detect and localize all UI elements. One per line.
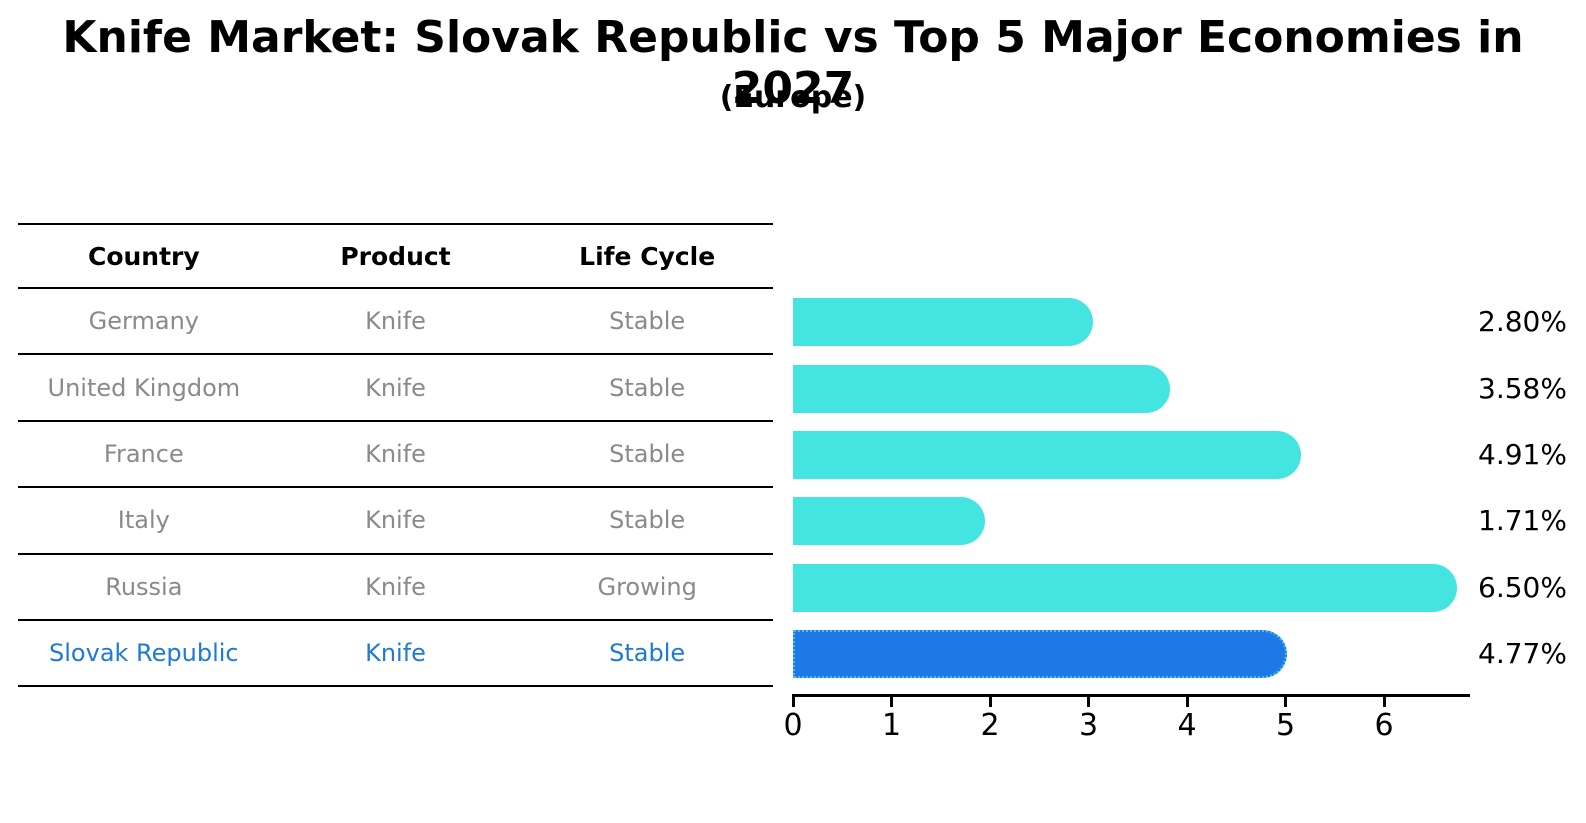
x-tick-label-2: 2 bbox=[980, 708, 1000, 743]
x-axis-tick bbox=[1087, 697, 1090, 707]
x-tick-label-6: 6 bbox=[1374, 708, 1394, 743]
cell-life-cycle: Stable bbox=[609, 506, 686, 535]
x-tick-label-4: 4 bbox=[1177, 708, 1197, 743]
x-axis-tick bbox=[988, 697, 992, 707]
bar-france bbox=[793, 431, 1301, 479]
cell-product: Knife bbox=[365, 307, 426, 336]
bar-united-kingdom bbox=[793, 364, 1170, 413]
cell-product: Knife bbox=[365, 439, 426, 468]
cell-product: Knife bbox=[365, 373, 426, 402]
value-label-russia: 6.50% bbox=[1478, 570, 1567, 604]
cell-life-cycle: Stable bbox=[609, 373, 686, 402]
table-row-russia: Russia Knife Growing bbox=[18, 555, 773, 621]
cell-country: United Kingdom bbox=[47, 373, 241, 402]
chart-subtitle: (Europe) bbox=[719, 80, 867, 115]
cell-country: Italy bbox=[117, 506, 170, 535]
table-row-france: France Knife Stable bbox=[18, 422, 773, 489]
x-axis-tick bbox=[1284, 697, 1287, 707]
column-header-country: Country bbox=[87, 241, 200, 271]
bar-germany bbox=[793, 298, 1093, 347]
x-tick-label-3: 3 bbox=[1078, 708, 1099, 743]
table-header-row: Country Product Life Cycle bbox=[18, 223, 773, 289]
value-label-slovak-republic: 4.77% bbox=[1478, 637, 1567, 671]
chart-title: Knife Market: Slovak Republic vs Top 5 M… bbox=[62, 12, 1524, 114]
cell-country: Slovak Republic bbox=[49, 639, 239, 668]
cell-product: Knife bbox=[365, 639, 426, 668]
x-axis-tick bbox=[890, 697, 893, 707]
table-row-germany: Germany Knife Stable bbox=[18, 289, 773, 356]
x-tick-label-0: 0 bbox=[783, 708, 803, 743]
column-header-life-cycle: Life Cycle bbox=[579, 241, 716, 271]
x-axis-tick bbox=[1382, 697, 1386, 707]
table-row-united-kingdom: United Kingdom Knife Stable bbox=[18, 355, 773, 422]
value-label-italy: 1.71% bbox=[1478, 504, 1567, 538]
cell-country: Russia bbox=[105, 572, 183, 601]
x-axis-tick bbox=[791, 697, 795, 707]
table-row-italy: Italy Knife Stable bbox=[18, 488, 773, 555]
value-label-united-kingdom: 3.58% bbox=[1478, 371, 1567, 405]
cell-life-cycle: Stable bbox=[609, 307, 686, 336]
cell-life-cycle: Growing bbox=[597, 572, 697, 601]
x-axis-spine bbox=[792, 694, 1470, 697]
cell-life-cycle: Stable bbox=[609, 439, 686, 468]
value-label-france: 4.91% bbox=[1478, 438, 1567, 471]
cell-country: France bbox=[103, 439, 184, 468]
cell-product: Knife bbox=[365, 572, 426, 601]
table-row-slovak-republic: Slovak Republic Knife Stable bbox=[18, 621, 773, 688]
x-axis-tick bbox=[1185, 697, 1189, 707]
column-header-product: Product bbox=[340, 241, 451, 271]
x-tick-label-5: 5 bbox=[1275, 708, 1296, 743]
cell-product: Knife bbox=[365, 506, 426, 535]
cell-life-cycle: Stable bbox=[609, 639, 686, 668]
bar-italy bbox=[793, 497, 986, 546]
x-tick-label-1: 1 bbox=[881, 708, 902, 743]
bar-slovak-republic bbox=[793, 630, 1287, 679]
bar-russia bbox=[793, 563, 1458, 612]
cell-country: Germany bbox=[88, 307, 199, 336]
value-label-germany: 2.80% bbox=[1478, 305, 1567, 339]
